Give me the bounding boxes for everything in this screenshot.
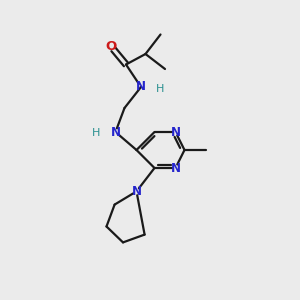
Text: O: O [105,40,117,53]
Text: N: N [110,125,121,139]
Text: H: H [156,83,165,94]
Text: N: N [170,125,181,139]
Text: N: N [136,80,146,94]
Text: H: H [92,128,100,138]
Text: N: N [131,185,142,198]
Text: N: N [170,161,181,175]
